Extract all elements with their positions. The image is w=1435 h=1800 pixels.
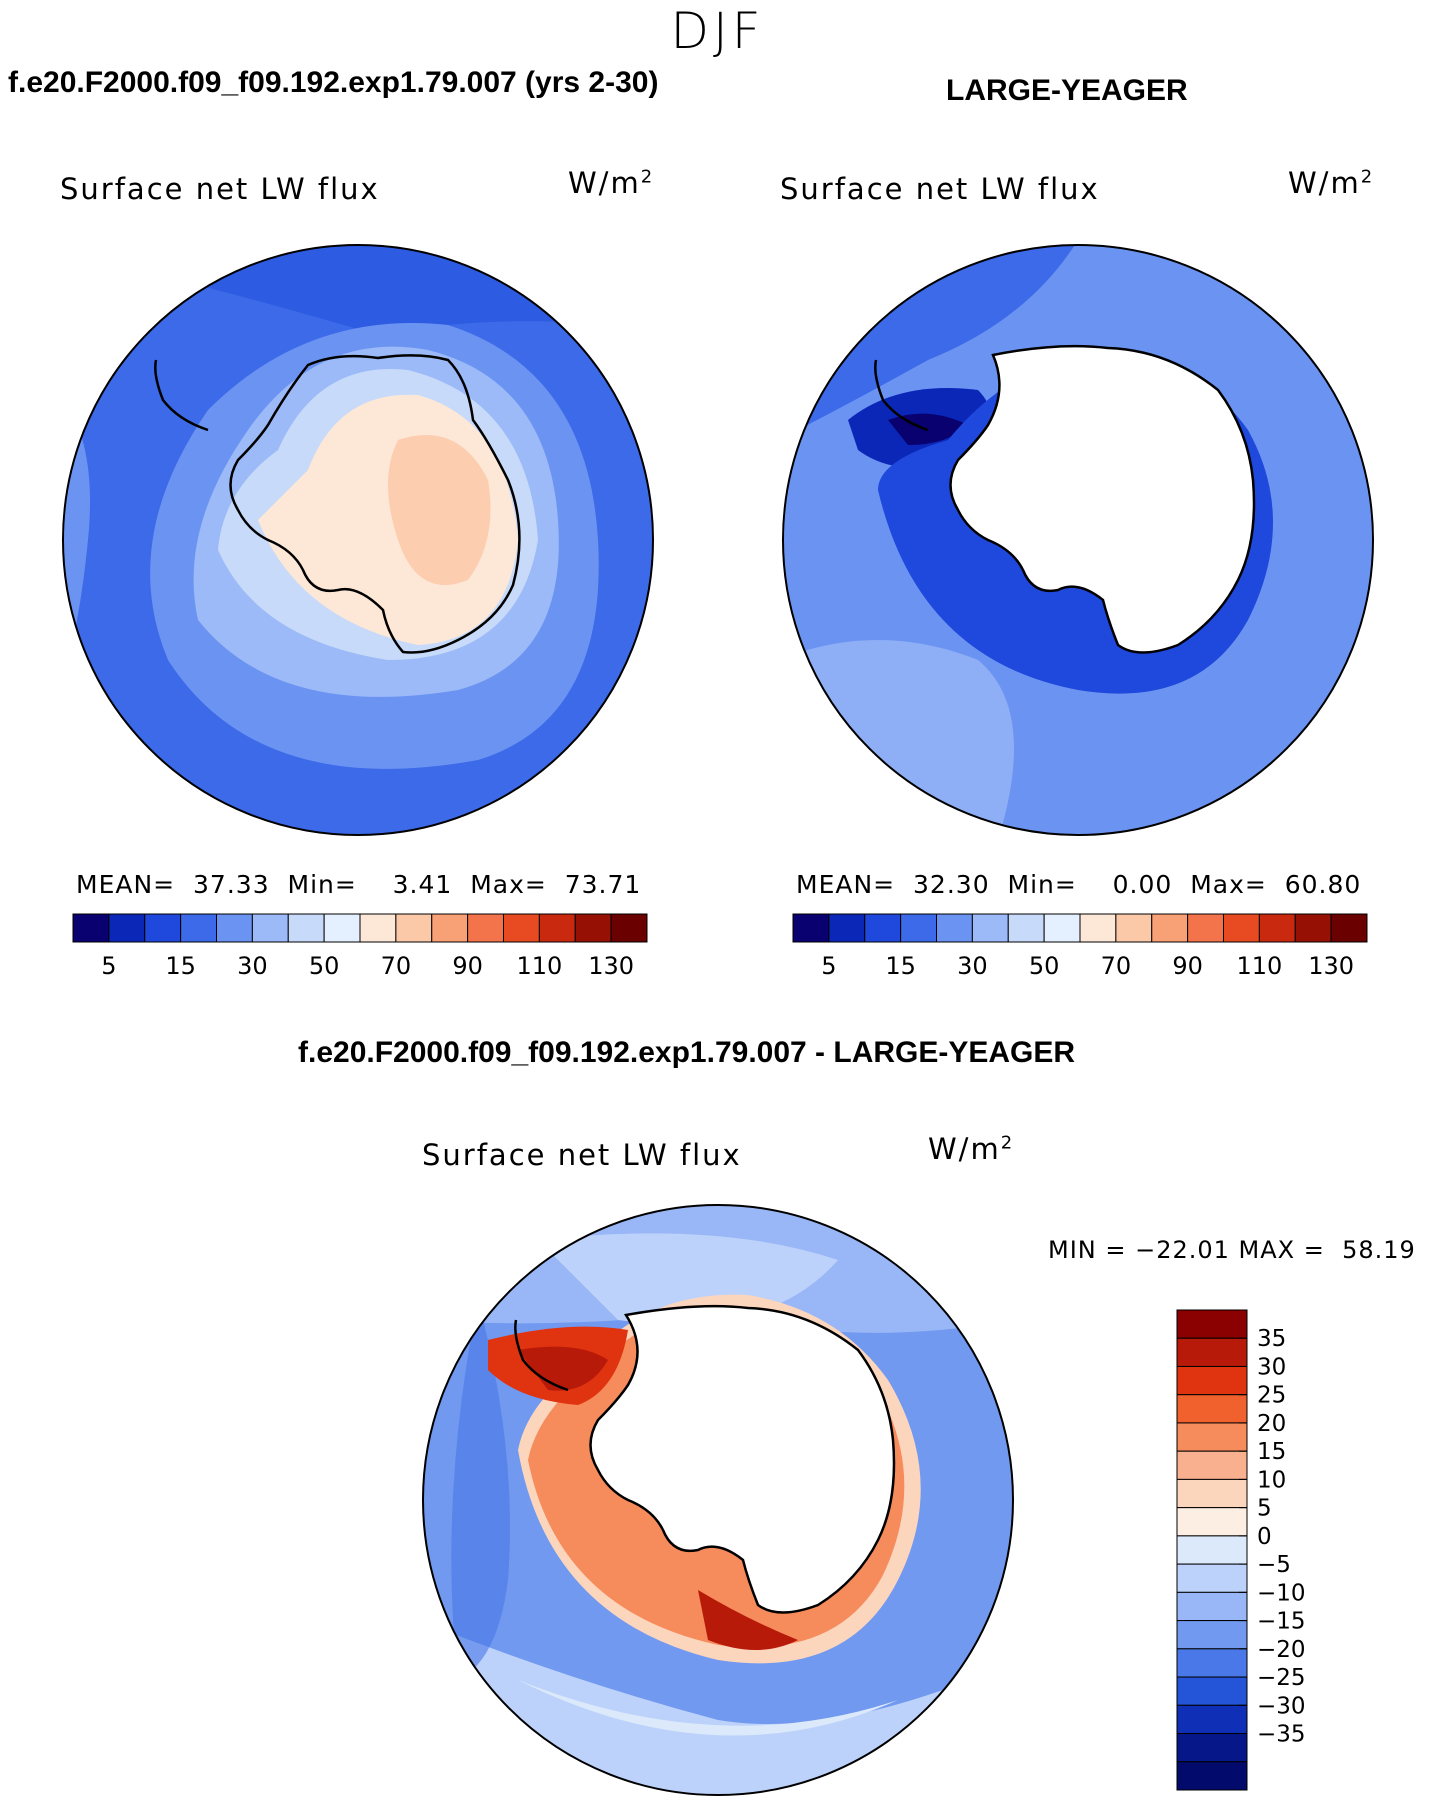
test-colorbar-tick-label: 110 <box>516 952 562 980</box>
obs-colorbar-swatch <box>971 913 1009 943</box>
diff-colorbar-swatch <box>1176 1450 1248 1480</box>
diff-colorbar-tick-label: 30 <box>1257 1354 1286 1380</box>
obs-colorbar-swatch <box>1258 913 1296 943</box>
obs-colorbar-tick-label: 130 <box>1308 952 1354 980</box>
test-stats: MEAN= 37.33 Min= 3.41 Max= 73.71 <box>76 870 642 899</box>
diff-colorbar-swatch <box>1176 1761 1248 1791</box>
diff-colorbar-tick-label: −5 <box>1257 1552 1291 1578</box>
obs-case-title: LARGE-YEAGER <box>946 74 1188 107</box>
obs-colorbar-swatch <box>1187 913 1224 943</box>
obs-colorbar-swatch <box>1294 913 1332 943</box>
diff-colorbar-tick-label: −25 <box>1257 1665 1306 1691</box>
test-case-title: f.e20.F2000.f09_f09.192.exp1.79.007 (yrs… <box>8 66 659 99</box>
diff-colorbar-swatch <box>1176 1507 1248 1537</box>
test-colorbar-swatch <box>467 913 504 943</box>
diff-colorbar-swatch <box>1176 1394 1248 1424</box>
test-colorbar-tick-label: 15 <box>165 952 196 980</box>
test-colorbar-swatch <box>395 913 433 943</box>
test-colorbar-swatch <box>108 913 146 943</box>
obs-colorbar-swatch <box>792 913 830 943</box>
diff-colorbar-tick-label: 20 <box>1257 1411 1286 1437</box>
season-title: DJF <box>670 2 765 60</box>
diff-colorbar-swatch <box>1176 1648 1248 1678</box>
test-colorbar-tick-label: 130 <box>588 952 634 980</box>
diff-colorbar-tick-label: 25 <box>1257 1383 1286 1409</box>
test-colorbar-swatch <box>538 913 576 943</box>
test-colorbar-swatch <box>610 913 648 943</box>
test-colorbar-swatch <box>323 913 361 943</box>
diff-polar-map <box>422 1204 1014 1796</box>
test-colorbar-swatch <box>431 913 469 943</box>
obs-colorbar-swatch <box>828 913 866 943</box>
diff-colorbar-swatch <box>1176 1337 1248 1367</box>
diff-colorbar-tick-label: 0 <box>1257 1524 1272 1550</box>
obs-colorbar-swatch <box>1007 913 1045 943</box>
obs-units: W/m2 <box>1288 166 1375 200</box>
obs-colorbar-swatch <box>1115 913 1153 943</box>
test-colorbar-tick-label: 50 <box>309 952 340 980</box>
diff-colorbar-swatch <box>1176 1676 1248 1706</box>
obs-colorbar-tick-label: 90 <box>1172 952 1203 980</box>
diff-colorbar-swatch <box>1176 1591 1248 1622</box>
obs-colorbar-tick-label: 5 <box>821 952 836 980</box>
obs-colorbar-swatch <box>864 913 902 943</box>
obs-colorbar-tick-label: 70 <box>1101 952 1132 980</box>
diff-colorbar-tick-label: −35 <box>1257 1722 1306 1748</box>
test-colorbar-swatch <box>574 913 612 943</box>
diff-colorbar-swatch <box>1176 1309 1248 1339</box>
diff-colorbar-swatch <box>1176 1733 1248 1763</box>
test-colorbar-tick-label: 90 <box>452 952 483 980</box>
diff-case-title: f.e20.F2000.f09_f09.192.exp1.79.007 - LA… <box>298 1036 1076 1069</box>
test-units: W/m2 <box>568 166 655 200</box>
diff-colorbar-swatch <box>1176 1422 1248 1452</box>
diff-colorbar-tick-label: 35 <box>1257 1326 1286 1352</box>
diff-colorbar-tick-label: 15 <box>1257 1439 1286 1465</box>
test-colorbar-tick-label: 30 <box>237 952 268 980</box>
test-colorbar-swatch <box>144 913 182 943</box>
test-variable-title: Surface net LW flux <box>60 172 380 206</box>
diff-colorbar-swatch <box>1176 1365 1248 1396</box>
diff-colorbar-swatch <box>1176 1535 1248 1565</box>
test-colorbar-swatch <box>180 913 217 943</box>
diff-variable-title: Surface net LW flux <box>422 1138 742 1172</box>
diff-minmax: MIN = −22.01 MAX = 58.19 <box>1048 1236 1416 1264</box>
test-colorbar-tick-label: 70 <box>381 952 412 980</box>
diff-colorbar-tick-label: 5 <box>1257 1496 1272 1522</box>
test-colorbar: 5 15 30 50 70 90 110 130 <box>72 913 648 980</box>
diff-colorbar-swatch <box>1176 1620 1248 1650</box>
diff-colorbar-swatch <box>1176 1704 1248 1735</box>
diff-colorbar-swatch <box>1176 1478 1248 1509</box>
diff-colorbar-tick-label: −30 <box>1257 1693 1306 1719</box>
test-colorbar-tick-label: 5 <box>101 952 116 980</box>
obs-colorbar-tick-label: 110 <box>1236 952 1282 980</box>
test-colorbar-swatch <box>359 913 397 943</box>
test-colorbar-swatch <box>251 913 289 943</box>
obs-colorbar-swatch <box>936 913 973 943</box>
diff-colorbar-tick-label: −15 <box>1257 1609 1306 1635</box>
diff-colorbar-tick-label: −20 <box>1257 1637 1306 1663</box>
obs-colorbar-swatch <box>1223 913 1260 943</box>
obs-colorbar-swatch <box>1079 913 1117 943</box>
diff-colorbar-tick-label: 10 <box>1257 1467 1286 1493</box>
obs-stats: MEAN= 32.30 Min= 0.00 Max= 60.80 <box>796 870 1362 899</box>
obs-colorbar-tick-label: 30 <box>957 952 988 980</box>
obs-colorbar-swatch <box>900 913 937 943</box>
test-colorbar-swatch <box>72 913 110 943</box>
diff-colorbar-swatch <box>1176 1563 1248 1593</box>
diff-colorbar-tick-label: −10 <box>1257 1580 1306 1606</box>
obs-polar-map <box>782 244 1374 836</box>
obs-colorbar: 5 15 30 50 70 90 110 130 <box>792 913 1368 980</box>
test-colorbar-swatch <box>503 913 540 943</box>
obs-colorbar-swatch <box>1330 913 1368 943</box>
obs-colorbar-tick-label: 15 <box>885 952 916 980</box>
test-colorbar-swatch <box>287 913 325 943</box>
test-colorbar-swatch <box>216 913 253 943</box>
diff-units: W/m2 <box>928 1132 1015 1166</box>
obs-colorbar-swatch <box>1043 913 1081 943</box>
obs-colorbar-tick-label: 50 <box>1029 952 1060 980</box>
obs-colorbar-swatch <box>1151 913 1189 943</box>
obs-variable-title: Surface net LW flux <box>780 172 1100 206</box>
test-polar-map <box>62 244 654 836</box>
